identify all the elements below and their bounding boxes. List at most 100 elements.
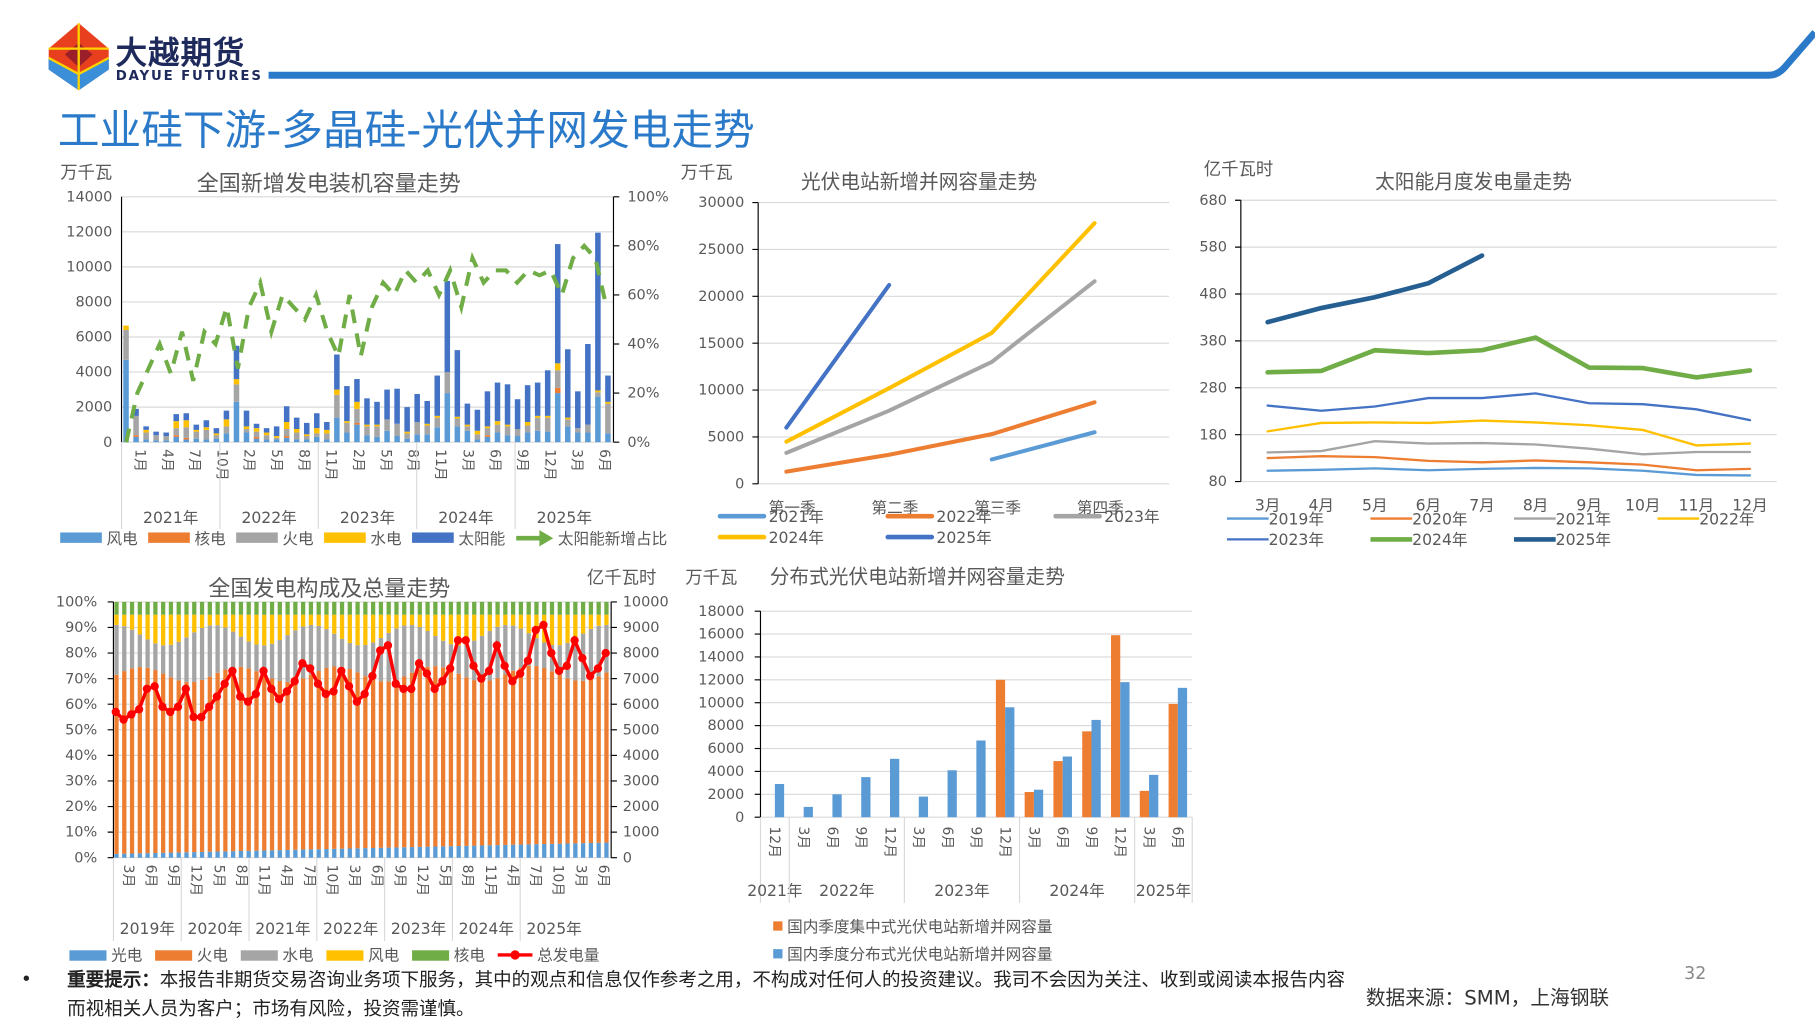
svg-text:2020年: 2020年 bbox=[187, 920, 242, 938]
svg-text:第四季: 第四季 bbox=[1077, 499, 1124, 517]
svg-text:核电: 核电 bbox=[194, 530, 226, 548]
svg-text:6月: 6月 bbox=[142, 865, 158, 888]
svg-text:12月: 12月 bbox=[997, 826, 1013, 858]
svg-text:2025年: 2025年 bbox=[936, 529, 991, 547]
svg-text:680: 680 bbox=[1199, 193, 1227, 209]
svg-text:11月: 11月 bbox=[482, 865, 498, 897]
svg-text:3月: 3月 bbox=[1255, 496, 1281, 514]
svg-text:6月: 6月 bbox=[1169, 826, 1185, 849]
svg-text:180: 180 bbox=[1199, 427, 1227, 443]
svg-text:6月: 6月 bbox=[824, 826, 840, 849]
svg-text:6月: 6月 bbox=[369, 865, 385, 888]
svg-text:12月: 12月 bbox=[1112, 826, 1128, 858]
svg-text:16000: 16000 bbox=[698, 627, 744, 643]
svg-text:8月: 8月 bbox=[233, 865, 249, 888]
svg-text:2023年: 2023年 bbox=[391, 920, 446, 938]
svg-text:0: 0 bbox=[735, 810, 744, 826]
svg-text:火电: 火电 bbox=[197, 947, 229, 965]
svg-text:12月: 12月 bbox=[188, 865, 204, 897]
svg-text:100%: 100% bbox=[627, 189, 668, 205]
generation-mix-chart: 0% 10% 20% 30% 40% 50% 60% 70% 80% 90% 100% 0 1000 20… bbox=[56, 595, 669, 965]
svg-text:90%: 90% bbox=[65, 620, 97, 636]
svg-text:3月: 3月 bbox=[572, 865, 588, 888]
svg-text:4000: 4000 bbox=[75, 365, 112, 381]
chart5-unit: 万千瓦 bbox=[685, 567, 738, 589]
svg-text:12月: 12月 bbox=[1732, 496, 1767, 514]
svg-text:14000: 14000 bbox=[66, 189, 112, 205]
svg-text:太阳能: 太阳能 bbox=[458, 530, 505, 548]
svg-text:1月: 1月 bbox=[131, 449, 147, 472]
svg-text:10000: 10000 bbox=[623, 595, 669, 611]
svg-text:10月: 10月 bbox=[550, 865, 566, 897]
svg-text:国内季度集中式光伏电站新增并网容量: 国内季度集中式光伏电站新增并网容量 bbox=[787, 918, 1052, 936]
svg-text:总发电量: 总发电量 bbox=[537, 947, 599, 965]
svg-text:5000: 5000 bbox=[707, 430, 744, 446]
svg-text:9000: 9000 bbox=[623, 620, 660, 636]
svg-text:2021年: 2021年 bbox=[1556, 510, 1611, 528]
svg-text:580: 580 bbox=[1199, 240, 1227, 256]
risk-notice-text: 本报告非期货交易咨询业务项下服务，其中的观点和信息仅作参考之用，不构成对任何人的… bbox=[67, 968, 1346, 1020]
svg-text:2021年: 2021年 bbox=[255, 920, 310, 938]
svg-text:2024年: 2024年 bbox=[438, 509, 493, 527]
svg-text:核电: 核电 bbox=[454, 947, 486, 965]
svg-text:80%: 80% bbox=[65, 646, 97, 662]
svg-text:2000: 2000 bbox=[707, 787, 744, 803]
svg-text:2019年: 2019年 bbox=[120, 920, 175, 938]
svg-text:6000: 6000 bbox=[623, 697, 660, 713]
svg-text:风电: 风电 bbox=[368, 947, 400, 965]
svg-text:2月: 2月 bbox=[241, 449, 257, 472]
svg-text:12000: 12000 bbox=[698, 672, 744, 688]
svg-text:12月: 12月 bbox=[414, 865, 430, 897]
svg-text:火电: 火电 bbox=[282, 530, 314, 548]
svg-text:2024年: 2024年 bbox=[1049, 882, 1104, 900]
svg-text:20000: 20000 bbox=[698, 289, 744, 305]
svg-text:280: 280 bbox=[1199, 380, 1227, 396]
brand-name-en: DAYUE FUTURES bbox=[115, 67, 263, 84]
svg-text:9月: 9月 bbox=[968, 826, 984, 849]
svg-text:2022年: 2022年 bbox=[819, 882, 874, 900]
svg-text:2022年: 2022年 bbox=[1699, 510, 1754, 528]
svg-text:2022年: 2022年 bbox=[241, 509, 296, 527]
svg-text:5月: 5月 bbox=[1362, 496, 1388, 514]
svg-text:8月: 8月 bbox=[459, 865, 475, 888]
svg-text:3月: 3月 bbox=[910, 826, 926, 849]
svg-text:2024年: 2024年 bbox=[769, 529, 824, 547]
svg-text:8月: 8月 bbox=[405, 449, 421, 472]
svg-text:11月: 11月 bbox=[1679, 496, 1714, 514]
svg-text:水电: 水电 bbox=[370, 530, 402, 548]
svg-text:第三季: 第三季 bbox=[974, 499, 1021, 517]
chart2-unit: 万千瓦 bbox=[680, 162, 733, 183]
svg-text:10月: 10月 bbox=[1625, 496, 1660, 514]
svg-text:1000: 1000 bbox=[623, 825, 660, 841]
svg-text:40%: 40% bbox=[65, 748, 97, 764]
svg-text:9月: 9月 bbox=[1576, 496, 1602, 514]
svg-text:6月: 6月 bbox=[939, 826, 955, 849]
svg-text:20%: 20% bbox=[627, 386, 659, 402]
svg-text:第二季: 第二季 bbox=[871, 499, 918, 517]
svg-text:2025年: 2025年 bbox=[1556, 531, 1611, 549]
svg-text:10000: 10000 bbox=[66, 260, 112, 276]
svg-text:2023年: 2023年 bbox=[934, 882, 989, 900]
svg-text:12000: 12000 bbox=[66, 224, 112, 240]
svg-text:10%: 10% bbox=[65, 825, 97, 841]
svg-text:4000: 4000 bbox=[623, 748, 660, 764]
data-source: 数据来源：SMM，上海钢联 bbox=[1365, 987, 1610, 1011]
svg-text:5月: 5月 bbox=[437, 865, 453, 888]
svg-text:30%: 30% bbox=[65, 774, 97, 790]
svg-text:3月: 3月 bbox=[795, 826, 811, 849]
svg-text:2020年: 2020年 bbox=[1412, 510, 1467, 528]
svg-text:2022年: 2022年 bbox=[936, 508, 991, 526]
risk-notice: 重要提示：本报告非期货交易咨询业务项下服务，其中的观点和信息仅作参考之用，不构成… bbox=[67, 965, 1352, 1023]
svg-text:2025年: 2025年 bbox=[526, 920, 581, 938]
svg-text:15000: 15000 bbox=[698, 336, 744, 352]
svg-text:2022年: 2022年 bbox=[323, 920, 378, 938]
chart1-title: 全国新增发电装机容量走势 bbox=[196, 171, 461, 197]
svg-text:光电: 光电 bbox=[111, 947, 143, 965]
svg-text:9月: 9月 bbox=[165, 865, 181, 888]
page-title: 工业硅下游-多晶硅-光伏并网发电走势 bbox=[57, 107, 755, 156]
svg-text:6000: 6000 bbox=[75, 330, 112, 346]
svg-text:风电: 风电 bbox=[106, 530, 138, 548]
svg-text:480: 480 bbox=[1199, 287, 1227, 303]
svg-text:380: 380 bbox=[1199, 334, 1227, 350]
svg-text:2月: 2月 bbox=[350, 449, 366, 472]
